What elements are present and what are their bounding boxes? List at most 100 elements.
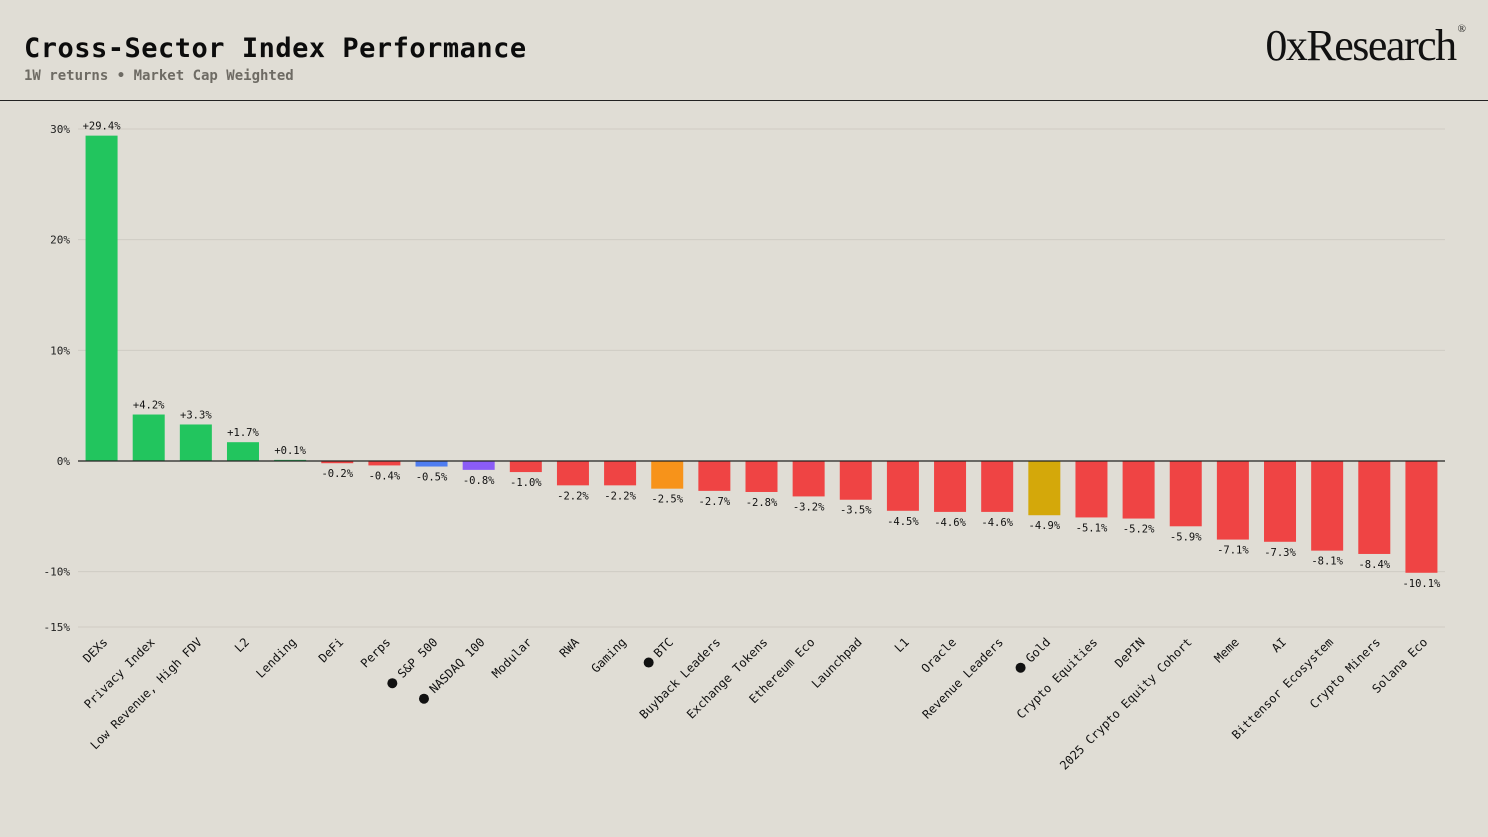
category-label-group: DEXs [80, 635, 110, 665]
bar [1216, 461, 1249, 540]
category-label-group: Modular [489, 635, 535, 681]
category-label: Revenue Leaders [920, 635, 1007, 722]
category-label-group: Gaming [588, 635, 629, 676]
chart-title: Cross-Sector Index Performance [24, 33, 527, 64]
bar [1169, 461, 1202, 527]
value-label: -2.2% [604, 490, 636, 502]
bar [509, 461, 542, 473]
bar [462, 461, 495, 470]
category-label: Oracle [918, 635, 959, 676]
category-label-group: L1 [892, 635, 912, 655]
y-tick-label: 20% [50, 234, 70, 247]
brand-logo: 0xResearch ® [1265, 20, 1466, 71]
registered-mark: ® [1457, 23, 1466, 35]
bar [85, 135, 118, 461]
chart-subtitle: 1W returns • Market Cap Weighted [24, 68, 294, 84]
y-tick-label: 10% [50, 344, 70, 357]
y-tick-label: -10% [44, 566, 71, 579]
value-label: -4.6% [981, 517, 1013, 529]
category-label-group: Launchpad [809, 635, 865, 691]
value-label: -2.7% [699, 496, 731, 508]
value-label: -5.1% [1076, 522, 1108, 534]
benchmark-marker [1015, 662, 1026, 673]
category-label-group: Crypto Equities [1014, 635, 1101, 722]
category-label: Meme [1211, 635, 1241, 665]
value-label: -2.2% [557, 490, 589, 502]
category-label: Gold [1023, 635, 1053, 665]
category-label-group: DePIN [1112, 635, 1147, 670]
value-label: -8.1% [1311, 556, 1343, 568]
bar [1075, 461, 1108, 518]
bar [132, 414, 165, 461]
value-label: -1.0% [510, 477, 542, 489]
category-label: L1 [892, 635, 912, 655]
category-label: AI [1269, 635, 1289, 655]
value-label: +0.1% [274, 445, 306, 457]
value-label: -5.2% [1123, 524, 1155, 536]
value-label: +29.4% [83, 121, 122, 133]
value-label: -7.1% [1217, 545, 1249, 557]
category-label: S&P 500 [395, 635, 441, 681]
value-label: -4.5% [887, 516, 919, 528]
category-label: DeFi [316, 635, 346, 665]
bar [415, 461, 448, 467]
bar [226, 442, 259, 461]
value-label: -4.6% [934, 517, 966, 529]
category-label: Gaming [588, 635, 629, 676]
category-label-group: BTC [643, 635, 676, 668]
category-label-group: Perps [358, 635, 393, 670]
value-label: +1.7% [227, 427, 259, 439]
bar [981, 461, 1014, 512]
value-label: -2.8% [746, 497, 778, 509]
category-label-group: Exchange Tokens [684, 635, 771, 722]
bar [698, 461, 731, 491]
category-label-group: Gold [1015, 635, 1053, 673]
value-label: -7.3% [1264, 547, 1296, 559]
bar [934, 461, 967, 512]
category-label: Modular [489, 635, 535, 681]
bar [321, 461, 354, 464]
benchmark-marker [643, 657, 654, 668]
bar [1028, 461, 1061, 516]
bar [651, 461, 684, 489]
bar [792, 461, 825, 497]
category-label: BTC [651, 635, 676, 660]
benchmark-marker [387, 678, 398, 689]
category-label-group: RWA [557, 635, 583, 661]
category-label-group: Revenue Leaders [920, 635, 1007, 722]
category-label: DEXs [80, 635, 110, 665]
category-label: Buyback Leaders [637, 635, 724, 722]
value-label: -4.9% [1029, 520, 1061, 532]
bar [556, 461, 589, 486]
y-tick-label: 30% [50, 123, 70, 136]
bar [1311, 461, 1344, 551]
bar [839, 461, 872, 500]
category-label-group: Meme [1211, 635, 1241, 665]
value-label: -0.2% [321, 468, 353, 480]
benchmark-marker [418, 693, 429, 704]
value-label: +3.3% [180, 409, 212, 421]
category-label-group: Lending [253, 635, 299, 681]
value-label: -3.5% [840, 505, 872, 517]
category-label-group: AI [1269, 635, 1289, 655]
category-label: Lending [253, 635, 299, 681]
bar [1358, 461, 1391, 554]
bar [1405, 461, 1438, 573]
category-label-group: L2 [232, 635, 252, 655]
bar [604, 461, 637, 486]
category-label: L2 [232, 635, 252, 655]
brand-name: 0xResearch [1265, 21, 1457, 70]
value-label: -0.5% [416, 472, 448, 484]
category-label: Exchange Tokens [684, 635, 771, 722]
category-label: DePIN [1112, 635, 1147, 670]
bar [745, 461, 778, 492]
value-label: -5.9% [1170, 531, 1202, 543]
category-label: RWA [557, 635, 583, 661]
value-label: -0.8% [463, 475, 495, 487]
header-divider [0, 100, 1488, 101]
value-label: -2.5% [651, 494, 683, 506]
value-label: -8.4% [1358, 559, 1390, 571]
category-label-group: Oracle [918, 635, 959, 676]
category-label-group: DeFi [316, 635, 346, 665]
